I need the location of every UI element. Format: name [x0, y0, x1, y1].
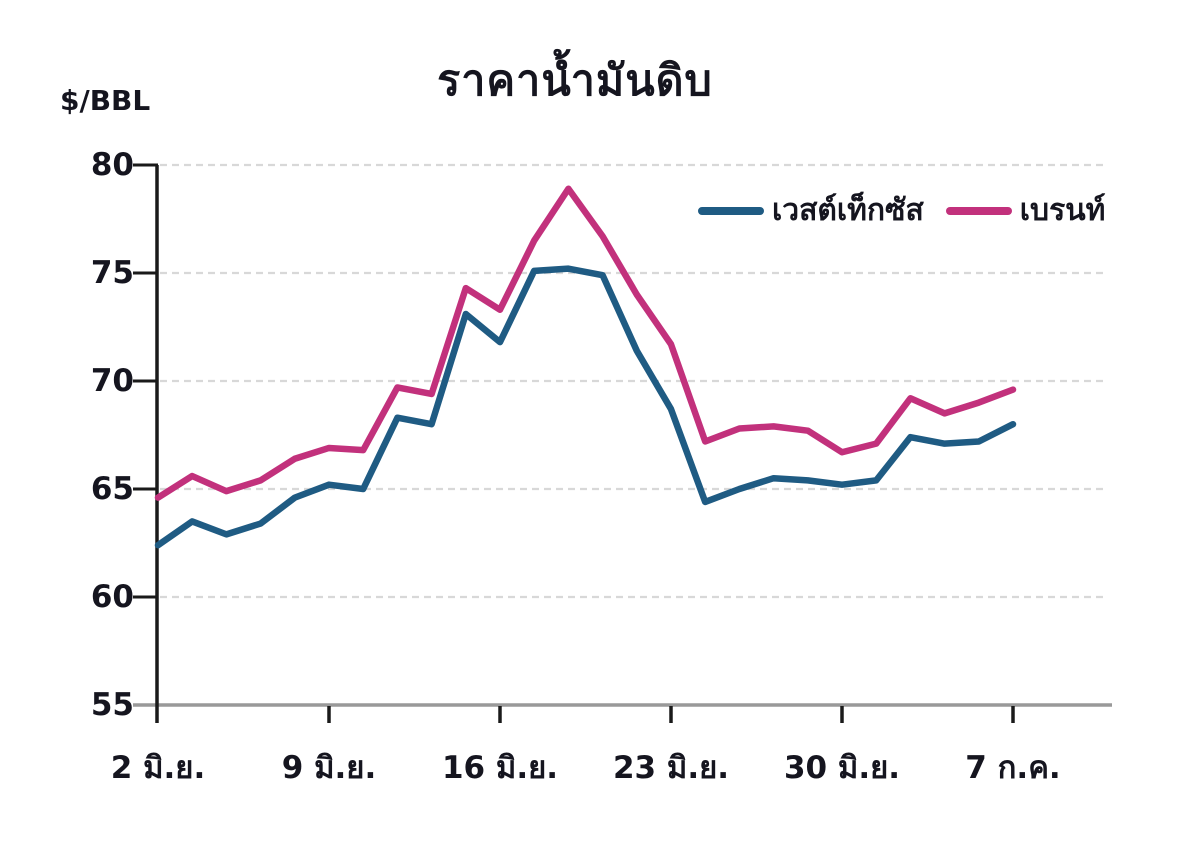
legend-label-brent: เบรนท์ — [1019, 193, 1106, 228]
y-tick-label-75: 75 — [90, 255, 134, 291]
legend: เวสต์เท็กซัส เบรนท์ — [698, 196, 1109, 226]
x-tick-label-4: 23 มิ.ย. — [612, 750, 730, 786]
y-tick-label-70: 70 — [90, 363, 134, 399]
x-tick-label-6: 7 ก.ค. — [965, 750, 1061, 786]
x-tick-label-5: 30 มิ.ย. — [783, 750, 901, 786]
x-tick-label-1: 2 มิ.ย. — [110, 750, 206, 786]
x-tick-label-3: 16 มิ.ย. — [441, 750, 559, 786]
series-line-westtexas — [154, 265, 1017, 549]
y-tick-label-65: 65 — [90, 471, 134, 507]
chart-title: ราคาน้ำมันดิบ — [437, 56, 713, 106]
y-tick-label-60: 60 — [90, 579, 134, 615]
y-axis-unit-label: $/BBL — [60, 84, 151, 117]
legend-line-westtexas-icon — [698, 207, 764, 215]
legend-label-westtexas: เวสต์เท็กซัส — [772, 193, 924, 228]
x-tick-label-2: 9 มิ.ย. — [281, 750, 377, 786]
legend-line-brent-icon — [945, 207, 1012, 215]
y-tick-label-80: 80 — [90, 147, 134, 183]
series-line-brent — [154, 185, 1017, 501]
y-tick-label-55: 55 — [90, 687, 134, 723]
